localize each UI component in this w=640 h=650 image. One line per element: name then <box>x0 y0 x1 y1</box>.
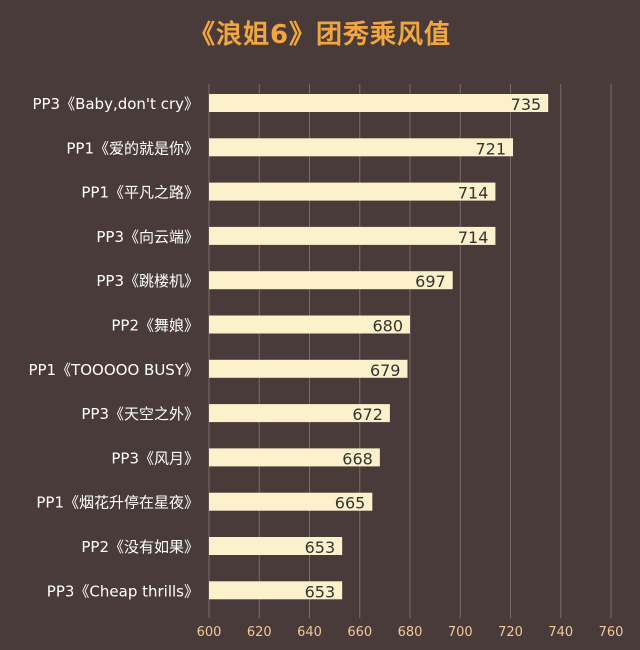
bar <box>209 138 514 157</box>
value-label: 735 <box>511 95 542 114</box>
category-label: PP2《舞娘》 <box>111 317 199 335</box>
value-label: 653 <box>305 538 336 557</box>
value-label: 714 <box>458 228 489 247</box>
value-label: 665 <box>335 494 366 513</box>
category-label: PP1《烟花升停在星夜》 <box>36 494 199 512</box>
x-tick-label: 640 <box>297 625 322 640</box>
bar <box>209 448 380 467</box>
bar <box>209 537 343 555</box>
x-tick-label: 600 <box>197 625 222 640</box>
category-label: PP3《Baby,don't cry》 <box>32 95 199 113</box>
value-label: 679 <box>370 361 401 380</box>
value-label: 721 <box>475 139 506 158</box>
value-label: 653 <box>305 582 336 601</box>
category-label: PP3《Cheap thrills》 <box>47 582 199 600</box>
category-label: PP3《风月》 <box>111 449 199 467</box>
value-label: 697 <box>415 272 446 291</box>
bar <box>209 581 343 600</box>
category-label: PP1《TOOOOO BUSY》 <box>28 361 199 379</box>
x-tick-label: 720 <box>498 625 523 640</box>
bar <box>209 404 390 423</box>
x-tick-label: 740 <box>548 625 573 640</box>
bar <box>209 182 496 201</box>
value-label: 680 <box>372 317 403 336</box>
value-label: 672 <box>352 405 383 424</box>
bar <box>209 359 408 378</box>
chart-title: 《浪姐6》团秀乘风值 <box>188 20 452 50</box>
x-tick-label: 660 <box>347 625 372 640</box>
category-label: PP1《平凡之路》 <box>81 184 199 202</box>
category-label: PP3《向云端》 <box>96 228 199 246</box>
category-label: PP3《跳楼机》 <box>96 272 199 290</box>
bar <box>209 271 453 290</box>
bar <box>209 226 496 245</box>
bar <box>209 315 410 334</box>
bar <box>209 94 549 112</box>
value-label: 714 <box>458 184 489 203</box>
bar <box>209 492 373 511</box>
category-label: PP2《没有如果》 <box>81 538 199 556</box>
value-label: 668 <box>342 449 373 468</box>
x-tick-label: 760 <box>599 625 624 640</box>
category-label: PP3《天空之外》 <box>81 405 199 423</box>
x-tick-label: 620 <box>247 625 272 640</box>
x-tick-label: 680 <box>398 625 423 640</box>
category-label: PP1《爱的就是你》 <box>66 139 199 157</box>
x-tick-label: 700 <box>448 625 473 640</box>
